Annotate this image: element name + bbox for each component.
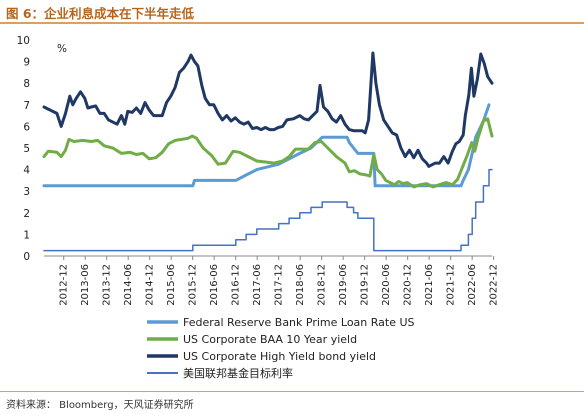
x-tick-label: 2014-12 [145,264,156,306]
y-axis: 0 1 2 3 4 5 6 7 8 9 10 [17,35,31,263]
y-tick-label: 5 [23,143,30,155]
x-tick-label: 2012-12 [59,264,70,306]
x-tick-label: 2016-06 [209,264,220,306]
y-tick-label: 10 [17,35,30,47]
source-note: 资料来源： Bloomberg，天风证券研究所 [6,400,194,411]
x-tick-label: 2020-12 [403,264,414,306]
y-tick-label: 9 [23,57,30,69]
x-tick-label: 2019-06 [338,264,349,306]
legend: Federal Reserve Bank Prime Loan Rate US U… [147,316,415,380]
title-rule [0,22,584,24]
x-tick-label: 2015-06 [166,264,177,306]
legend-label: 美国联邦基金目标利率 [183,366,293,380]
y-tick-label: 2 [23,208,30,220]
legend-label: Federal Reserve Bank Prime Loan Rate US [183,316,415,329]
series-line-3 [43,168,493,252]
legend-label: US Corporate BAA 10 Year yield [183,333,357,346]
x-tick-label: 2017-06 [252,264,263,306]
figure-title: 图 6：企业利息成本在下半年走低 [6,6,195,21]
x-tick-label: 2022-06 [467,264,478,306]
x-tick-label: 2021-06 [424,264,435,306]
x-tick-label: 2015-12 [188,264,199,306]
y-tick-label: 0 [23,251,30,263]
x-tick-label: 2021-12 [446,264,457,306]
x-tick-label: 2013-06 [80,264,91,306]
y-tick-label: 4 [23,165,30,177]
series-line-0 [42,103,491,188]
series-line-2 [42,51,494,168]
series-line-1 [42,117,494,189]
x-tick-label: 2017-12 [274,264,285,306]
x-tick-label: 2022-12 [489,264,500,306]
y-tick-label: 6 [23,121,30,133]
legend-label: US Corporate High Yield bond yield [183,350,376,363]
y-tick-label: 8 [23,78,30,90]
x-tick-label: 2019-12 [360,264,371,306]
x-tick-label: 2020-06 [381,264,392,306]
source-rule [0,391,584,392]
x-axis: 2012-12 2013-06 2013-12 2014-06 2014-12 2015-… [59,256,500,306]
x-tick-label: 2018-12 [317,264,328,306]
x-tick-label: 2016-12 [231,264,242,306]
y-axis-unit: % [57,43,67,55]
x-tick-label: 2013-12 [102,264,113,306]
y-tick-label: 1 [23,229,30,241]
x-tick-label: 2018-06 [295,264,306,306]
series-lines [42,51,494,252]
x-tick-label: 2014-06 [123,264,134,306]
line-chart: 0 1 2 3 4 5 6 7 8 9 10 2012-12 2013-06 2013-12 2014-0… [17,35,500,380]
y-tick-label: 3 [23,186,30,198]
y-tick-label: 7 [23,100,30,112]
